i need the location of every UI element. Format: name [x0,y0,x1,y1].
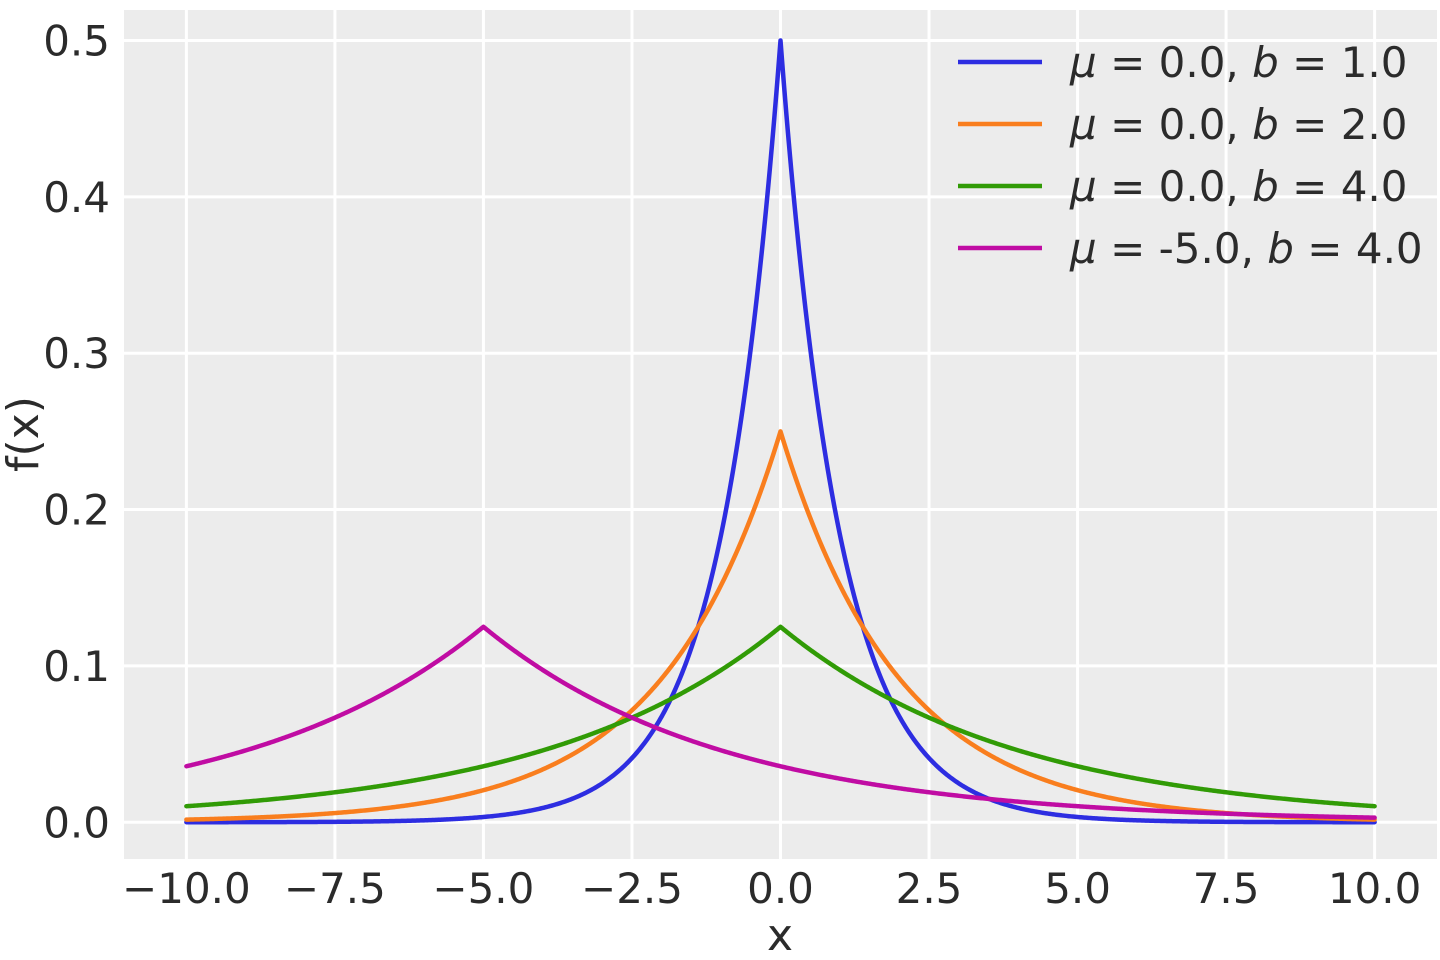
legend-label-mu-0-b-4: μ = 0.0, b = 4.0 [1069,162,1407,211]
legend: μ = 0.0, b = 1.0 μ = 0.0, b = 2.0 μ = 0.0,… [958,38,1423,273]
legend-label-mu-0-b-2: μ = 0.0, b = 2.0 [1069,100,1407,149]
x-tick-label-0.0: 0.0 [747,864,814,913]
curve-mu-0-b-4 [184,624,1377,809]
x-tick-label-7.5: 7.5 [1193,864,1260,913]
y-axis-label: f(x) [0,396,49,472]
x-axis-tick-labels: −10.0 −7.5 −5.0 −2.5 0.0 2.5 5.0 7.5 10.0 [122,864,1421,913]
x-tick-label-−10.0: −10.0 [122,864,251,913]
y-axis-tick-labels: 0.0 0.1 0.2 0.3 0.4 0.5 [43,17,110,848]
x-tick-label-10.0: 10.0 [1328,864,1422,913]
curve-mu-0-b-2 [184,429,1377,822]
y-tick-label-0.4: 0.4 [43,173,110,222]
y-tick-label-0.3: 0.3 [43,329,110,378]
legend-label-mu-neg5-b-4: μ = -5.0, b = 4.0 [1069,224,1423,273]
x-tick-label-2.5: 2.5 [896,864,963,913]
curves [184,38,1377,825]
curve-mu-neg5-b-4 [184,624,1377,820]
x-tick-label-5.0: 5.0 [1044,864,1111,913]
y-tick-label-0.2: 0.2 [43,486,110,535]
y-tick-label-0.0: 0.0 [43,798,110,847]
x-tick-label-−2.5: −2.5 [581,864,683,913]
curve-mu-0-b-1 [184,38,1377,825]
x-axis-label: x [767,910,793,960]
y-tick-label-0.1: 0.1 [43,642,110,691]
x-tick-label-−5.0: −5.0 [432,864,534,913]
legend-label-mu-0-b-1: μ = 0.0, b = 1.0 [1069,38,1407,87]
x-tick-label-−7.5: −7.5 [284,864,386,913]
y-tick-label-0.5: 0.5 [43,17,110,66]
